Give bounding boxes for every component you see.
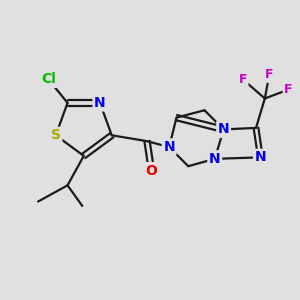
Text: N: N bbox=[218, 122, 230, 136]
Text: N: N bbox=[94, 96, 106, 110]
Text: F: F bbox=[265, 68, 274, 81]
Text: F: F bbox=[284, 83, 292, 96]
Text: O: O bbox=[146, 164, 158, 178]
Text: Cl: Cl bbox=[41, 72, 56, 86]
Text: N: N bbox=[255, 150, 266, 164]
Text: S: S bbox=[51, 128, 61, 142]
Text: N: N bbox=[163, 140, 175, 154]
Text: N: N bbox=[209, 152, 220, 166]
Text: F: F bbox=[238, 73, 247, 86]
